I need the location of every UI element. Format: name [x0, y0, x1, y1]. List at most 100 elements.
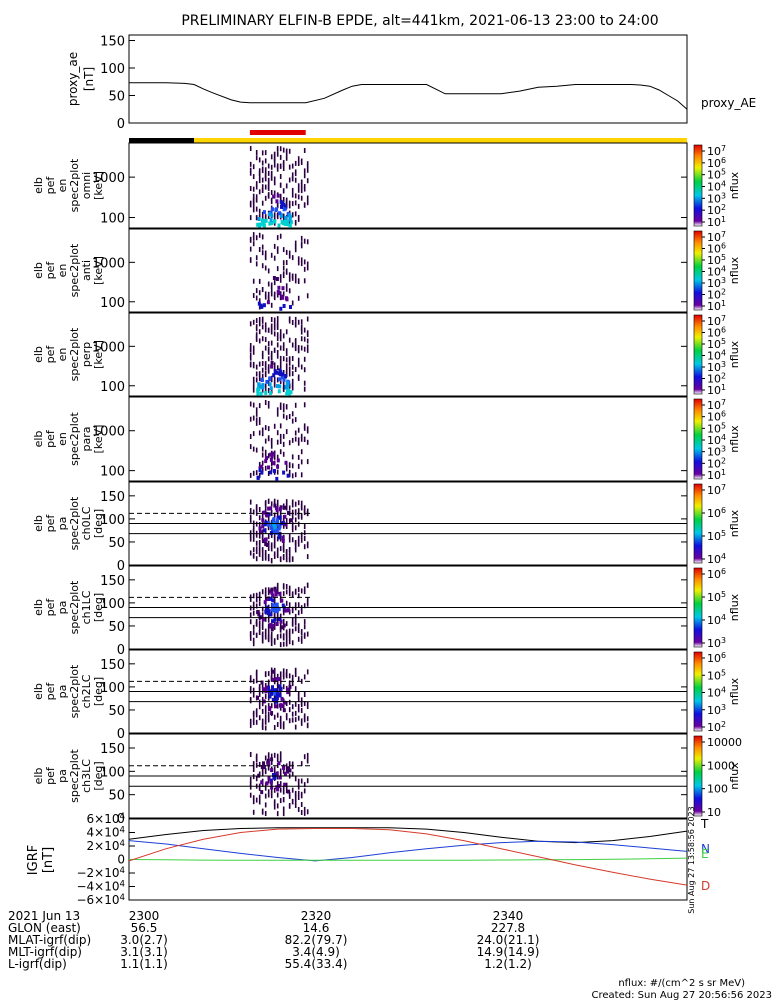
data-cell: [288, 534, 291, 540]
data-cell: [294, 193, 297, 199]
data-cell: [273, 695, 276, 701]
data-cell: [258, 298, 261, 304]
data-cell: [303, 633, 306, 639]
data-cell: [267, 764, 270, 770]
data-cell: [255, 632, 258, 638]
data-cell: [267, 717, 270, 723]
colorbar: [693, 144, 703, 227]
data-core-cell: [260, 765, 264, 769]
data-cell: [291, 187, 294, 193]
data-cell: [255, 197, 258, 203]
data-cell: [249, 355, 252, 361]
data-cell: [297, 636, 300, 642]
data-cell: [285, 637, 288, 642]
panel-frame: [128, 142, 688, 229]
data-core-cell: [264, 390, 268, 395]
data-cell: [288, 793, 291, 799]
data-cell: [288, 557, 291, 563]
igrf-legend-N: N: [701, 842, 710, 856]
data-cell: [252, 761, 255, 767]
data-cell: [258, 178, 261, 184]
data-core-cell: [272, 773, 275, 777]
data-cell: [270, 329, 273, 335]
data-cell: [255, 521, 258, 527]
data-core-cell: [288, 684, 292, 689]
data-cell: [249, 215, 252, 221]
data-cell: [279, 233, 282, 239]
data-cell: [306, 597, 309, 603]
data-cell: [255, 150, 258, 155]
data-cell: [270, 760, 273, 765]
data-cell: [276, 589, 279, 594]
data-core-cell: [269, 210, 273, 215]
data-core-cell: [270, 607, 274, 612]
data-cell: [279, 546, 282, 552]
data-cell: [273, 513, 276, 519]
data-cell: [273, 280, 276, 286]
data-cell: [282, 356, 285, 362]
data-cell: [273, 365, 276, 371]
data-core-cell: [265, 606, 269, 611]
data-cell: [264, 173, 267, 179]
data-core-cell: [273, 503, 277, 508]
data-cell: [276, 151, 279, 157]
ytick-label: 100: [100, 296, 125, 311]
colorbar-label: nflux: [728, 677, 741, 705]
data-cell: [276, 792, 279, 798]
data-core-cell: [262, 223, 266, 228]
data-core-cell: [281, 286, 285, 291]
ytick-label: 100: [100, 465, 125, 480]
data-cell: [264, 553, 267, 559]
data-cell: [306, 163, 309, 169]
ytick-label: 150: [100, 574, 125, 589]
ytick-label: 0: [117, 643, 125, 658]
data-core-cell: [266, 300, 270, 305]
data-cell: [297, 357, 300, 363]
data-core-cell: [258, 526, 262, 531]
ephem-value: 82.2(79.7): [285, 933, 348, 947]
ytick-label: 100: [100, 765, 125, 780]
data-cell: [252, 717, 255, 723]
data-cell: [267, 327, 270, 333]
data-cell: [252, 293, 255, 298]
data-cell: [294, 402, 297, 408]
data-cell: [252, 431, 255, 437]
data-core-cell: [267, 685, 270, 690]
data-cell: [252, 381, 255, 387]
data-cell: [297, 187, 300, 193]
flag-segment: [129, 138, 195, 143]
data-core-cell: [269, 691, 273, 696]
data-core-cell: [282, 377, 286, 382]
data-cell: [297, 500, 300, 506]
data-cell: [279, 798, 282, 804]
data-cell: [273, 317, 276, 323]
data-cell: [267, 752, 270, 758]
data-cell: [255, 549, 258, 555]
data-cell: [258, 507, 261, 512]
data-cell: [261, 160, 264, 166]
data-cell: [270, 355, 273, 361]
data-cell: [270, 340, 273, 346]
data-core-cell: [271, 593, 275, 598]
data-cell: [300, 449, 303, 455]
data-cell: [249, 784, 252, 790]
data-cell: [273, 291, 276, 297]
data-core-cell: [278, 377, 281, 382]
data-cell: [267, 587, 270, 593]
data-core-cell: [276, 522, 280, 527]
colorbar-tick-label: 106: [707, 506, 726, 520]
data-cell: [294, 724, 297, 730]
data-core-cell: [270, 364, 274, 369]
data-cell: [288, 688, 291, 694]
data-cell: [267, 163, 270, 169]
data-core-cell: [264, 542, 268, 547]
data-cell: [282, 704, 285, 710]
data-core-cell: [282, 470, 286, 475]
data-core-cell: [259, 530, 263, 535]
data-cell: [258, 232, 261, 238]
data-cell: [276, 235, 279, 241]
data-cell: [261, 316, 264, 322]
data-core-cell: [283, 220, 287, 225]
data-cell: [306, 332, 309, 337]
